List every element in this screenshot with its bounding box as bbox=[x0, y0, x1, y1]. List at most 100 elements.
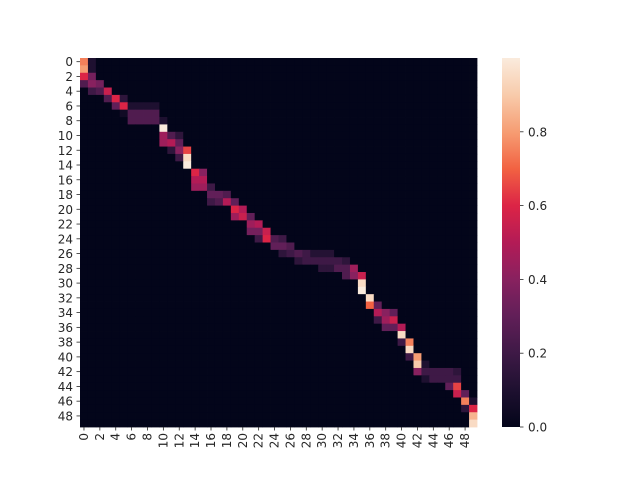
heatmap-cell bbox=[95, 264, 105, 273]
heatmap-cell bbox=[405, 87, 414, 96]
heatmap-cell bbox=[270, 139, 279, 147]
heatmap-cell bbox=[405, 220, 414, 229]
heatmap-cell bbox=[294, 94, 303, 103]
heatmap-cell bbox=[326, 412, 335, 421]
heatmap-cell bbox=[135, 257, 144, 266]
heatmap-cell bbox=[214, 190, 224, 199]
heatmap-cell bbox=[103, 316, 113, 325]
heatmap-cell bbox=[334, 323, 343, 332]
heatmap-cell bbox=[278, 58, 287, 66]
heatmap-cell bbox=[167, 235, 176, 243]
heatmap-cell bbox=[310, 87, 319, 96]
heatmap-cell bbox=[167, 109, 176, 118]
heatmap-cell bbox=[246, 412, 256, 421]
heatmap-cell bbox=[214, 198, 224, 206]
heatmap-cell bbox=[103, 360, 113, 369]
heatmap-cell bbox=[151, 65, 160, 74]
heatmap-cell bbox=[183, 419, 192, 428]
heatmap-cell bbox=[80, 338, 89, 347]
heatmap-cell bbox=[199, 80, 208, 88]
heatmap-cell bbox=[238, 338, 248, 347]
heatmap-cell bbox=[357, 301, 367, 310]
heatmap-cell bbox=[294, 249, 303, 258]
heatmap-cell bbox=[278, 205, 287, 214]
heatmap-cell bbox=[119, 102, 129, 111]
heatmap-cell bbox=[135, 190, 144, 199]
heatmap-cell bbox=[469, 316, 478, 325]
heatmap-cell bbox=[119, 58, 129, 66]
heatmap-cell bbox=[246, 220, 256, 229]
heatmap-cell bbox=[349, 205, 359, 214]
heatmap-cell bbox=[262, 212, 271, 221]
heatmap-cell bbox=[318, 58, 327, 66]
heatmap-cell bbox=[135, 294, 144, 302]
heatmap-cell bbox=[135, 131, 144, 140]
heatmap-cell bbox=[381, 220, 391, 229]
heatmap-cell bbox=[357, 338, 367, 347]
heatmap-cell bbox=[413, 94, 422, 103]
heatmap-cell bbox=[421, 161, 430, 170]
heatmap-cell bbox=[119, 212, 129, 221]
heatmap-cell bbox=[143, 308, 152, 317]
heatmap-cell bbox=[151, 419, 160, 428]
heatmap-cell bbox=[405, 412, 414, 421]
heatmap-cell bbox=[135, 367, 144, 376]
heatmap-cell bbox=[127, 301, 136, 310]
heatmap-cell bbox=[175, 264, 184, 273]
heatmap-cell bbox=[143, 235, 152, 243]
heatmap-cell bbox=[222, 102, 232, 111]
heatmap-cell bbox=[135, 316, 144, 325]
heatmap-cell bbox=[302, 397, 311, 406]
heatmap-cell bbox=[207, 257, 216, 266]
heatmap-cell bbox=[143, 345, 152, 354]
heatmap-cell bbox=[445, 294, 454, 302]
heatmap-cell bbox=[80, 198, 89, 206]
heatmap-cell bbox=[159, 257, 168, 266]
heatmap-cell bbox=[199, 94, 208, 103]
heatmap-cell bbox=[310, 382, 319, 391]
heatmap-cell bbox=[373, 294, 383, 302]
heatmap-cell bbox=[326, 257, 335, 266]
heatmap-cell bbox=[342, 404, 351, 413]
heatmap-cell bbox=[135, 382, 144, 391]
heatmap-cell bbox=[191, 308, 200, 317]
heatmap-cell bbox=[429, 412, 438, 421]
heatmap-cell bbox=[453, 139, 462, 147]
heatmap-cell bbox=[349, 419, 359, 428]
heatmap-cell bbox=[183, 80, 192, 88]
heatmap-cell bbox=[278, 235, 287, 243]
heatmap-cell bbox=[365, 301, 375, 310]
heatmap-cell bbox=[389, 146, 398, 155]
heatmap-cell bbox=[326, 109, 335, 118]
heatmap-cell bbox=[230, 286, 240, 295]
heatmap-cell bbox=[429, 331, 438, 339]
heatmap-cell bbox=[278, 279, 287, 288]
heatmap-cell bbox=[230, 397, 240, 406]
heatmap-cell bbox=[270, 294, 279, 302]
heatmap-cell bbox=[469, 353, 478, 361]
heatmap-cell bbox=[207, 131, 216, 140]
heatmap-cell bbox=[349, 345, 359, 354]
heatmap-cell bbox=[207, 183, 216, 192]
heatmap-cell bbox=[302, 404, 311, 413]
heatmap-cell bbox=[461, 139, 470, 147]
heatmap-cell bbox=[437, 390, 446, 398]
heatmap-cell bbox=[286, 272, 295, 280]
heatmap-cell bbox=[238, 242, 248, 251]
heatmap-cell bbox=[302, 161, 311, 170]
heatmap-cell bbox=[111, 205, 121, 214]
y-tick-label: 20 bbox=[58, 203, 73, 217]
heatmap-cell bbox=[199, 397, 208, 406]
heatmap-cell bbox=[286, 397, 295, 406]
heatmap-cell bbox=[389, 323, 398, 332]
heatmap-cell bbox=[191, 316, 200, 325]
heatmap-cell bbox=[214, 146, 224, 155]
heatmap-cell bbox=[421, 176, 430, 184]
heatmap-cell bbox=[183, 397, 192, 406]
heatmap-cell bbox=[222, 58, 232, 66]
heatmap-cell bbox=[461, 331, 470, 339]
heatmap-cell bbox=[207, 153, 216, 162]
heatmap-cell bbox=[87, 146, 97, 155]
heatmap-cell bbox=[183, 272, 192, 280]
heatmap-cell bbox=[127, 294, 136, 302]
